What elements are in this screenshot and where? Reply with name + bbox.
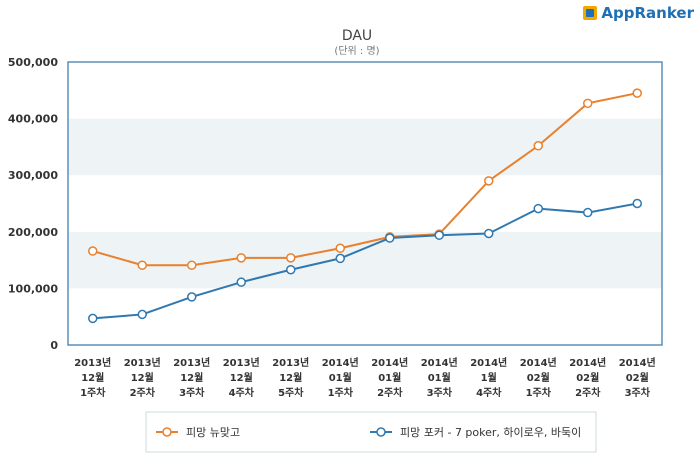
chart-legend: 피망 뉴맞고 피망 포커 - 7 poker, 하이로우, 바둑이 — [145, 411, 597, 453]
appranker-brand: AppRanker — [583, 4, 694, 22]
legend-label-2: 피망 포커 - 7 poker, 하이로우, 바둑이 — [400, 425, 581, 439]
series-2-point — [632, 198, 642, 209]
y-tick-label: 300,000 — [8, 169, 58, 182]
series-2-point — [583, 207, 593, 218]
chart-title: DAU — [342, 28, 372, 44]
series-1-point — [236, 253, 246, 263]
plot-band — [68, 175, 662, 232]
series-2-point — [286, 264, 296, 275]
plot-frame — [67, 61, 663, 346]
x-tick-label: 2014년 02월 2주차 — [569, 356, 606, 399]
x-tick-label: 2014년 02월 3주차 — [619, 356, 656, 399]
series-1-point — [286, 253, 296, 263]
chart-subtitle: (단위 : 명) — [334, 44, 379, 57]
y-tick-label: 0 — [50, 339, 58, 352]
y-tick-label: 400,000 — [8, 113, 58, 126]
series-2-point — [88, 313, 98, 324]
series-2-point — [137, 309, 147, 320]
x-tick-label: 2013년 12월 4주차 — [223, 356, 260, 399]
plot-band — [68, 118, 662, 176]
x-tick-label: 2013년 12월 5주차 — [272, 356, 309, 399]
series-1-point — [632, 88, 642, 98]
series-1-point — [335, 243, 345, 253]
series-2-point — [533, 203, 543, 214]
series-2-point — [236, 277, 246, 287]
x-tick-label: 2014년 01월 2주차 — [371, 356, 408, 399]
plot-band — [68, 231, 662, 289]
series-line-1 — [92, 92, 638, 267]
x-tick-label: 2013년 12월 2주차 — [124, 356, 161, 399]
series-line-2 — [92, 202, 638, 320]
series-2-point — [434, 230, 444, 240]
x-tick-label: 2014년 01월 1주차 — [322, 356, 359, 399]
legend-label-1: 피망 뉴맞고 — [186, 426, 240, 439]
x-tick-label: 2014년 02월 1주차 — [520, 356, 557, 399]
series-1-point — [88, 246, 98, 256]
x-tick-label: 2014년 01월 3주차 — [421, 356, 458, 399]
x-tick-label: 2013년 12월 3주차 — [173, 356, 210, 399]
series-2-point — [484, 228, 494, 239]
legend-swatch-marker — [162, 427, 172, 437]
legend-swatch-marker — [376, 427, 386, 437]
plot-band — [68, 62, 662, 119]
series-1-point — [187, 260, 197, 270]
appranker-logo-icon — [583, 6, 598, 20]
series-2-point — [385, 233, 395, 243]
plot-band — [68, 288, 662, 345]
series-1-point — [137, 260, 147, 270]
brand-name: AppRanker — [601, 4, 694, 22]
y-tick-label: 100,000 — [8, 282, 58, 295]
series-1-point — [533, 141, 543, 151]
y-tick-label: 500,000 — [8, 56, 58, 69]
series-2-point — [187, 292, 197, 302]
y-tick-label: 200,000 — [8, 226, 58, 239]
x-tick-label: 2013년 12월 1주차 — [74, 356, 111, 399]
series-2-point — [335, 253, 345, 264]
series-1-point — [583, 98, 593, 109]
series-1-point — [484, 176, 494, 186]
x-tick-label: 2014년 1월 4주차 — [470, 356, 507, 399]
